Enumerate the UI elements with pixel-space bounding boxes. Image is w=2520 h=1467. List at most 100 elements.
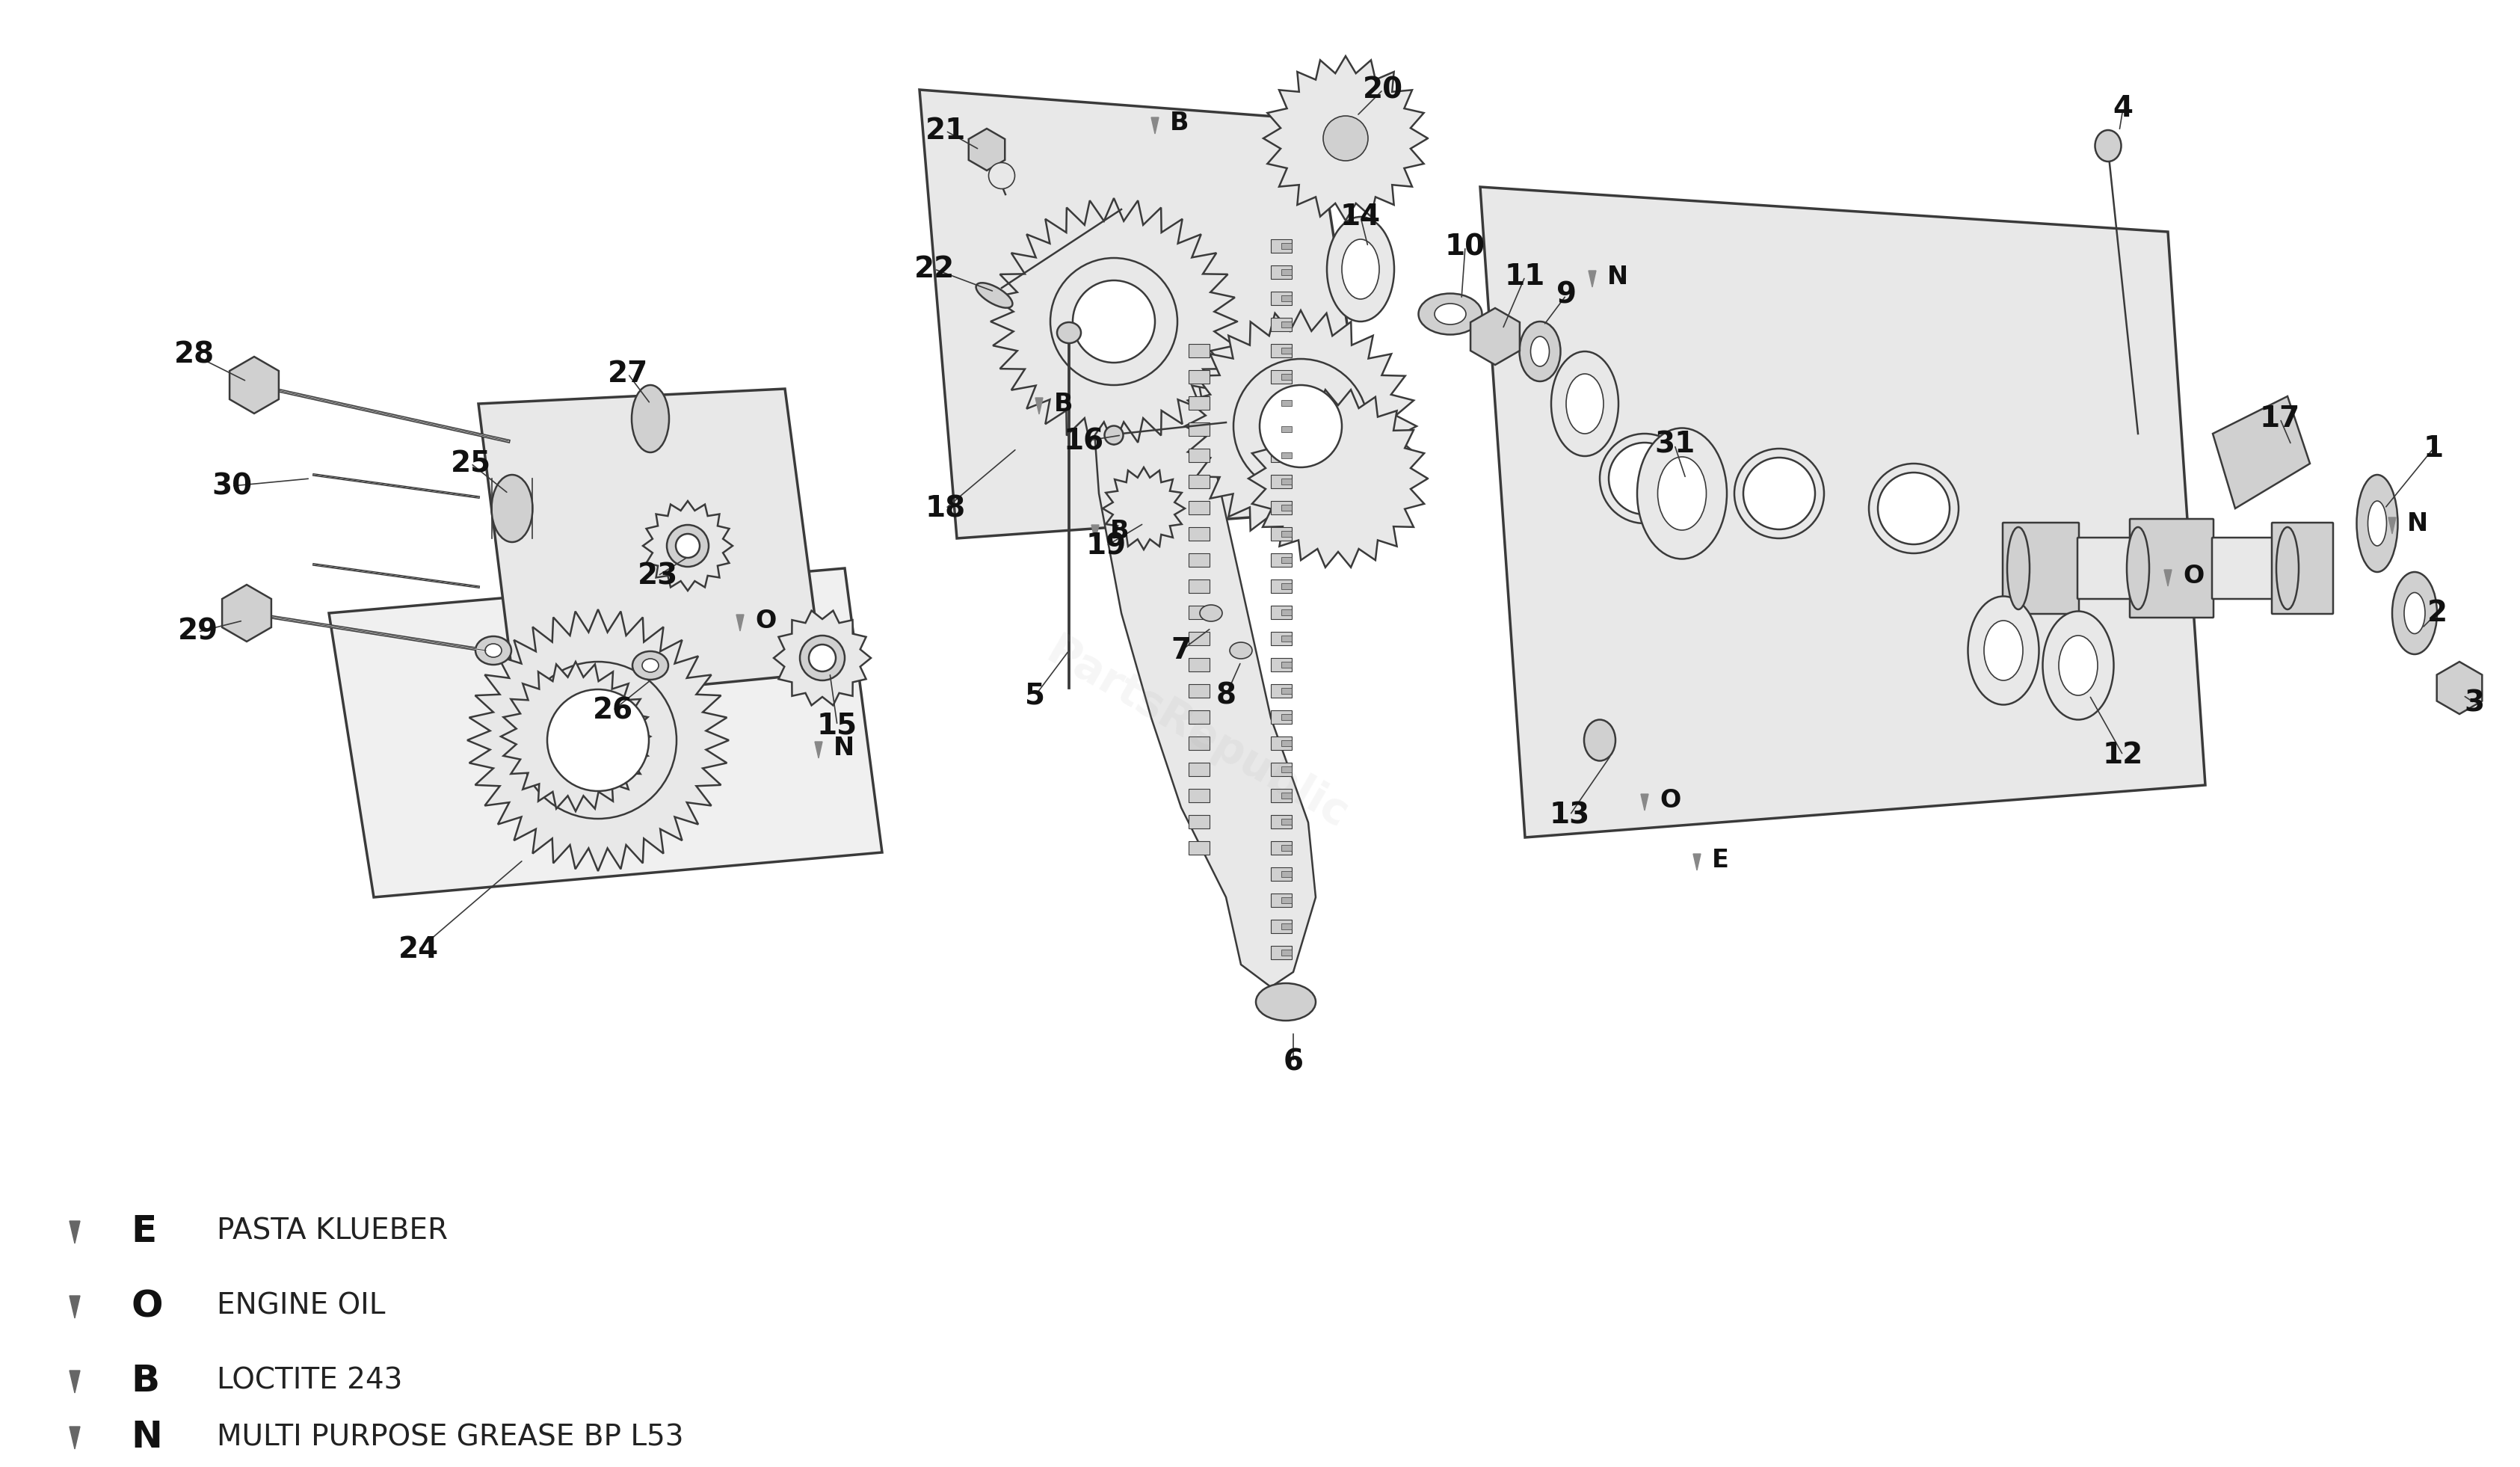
Text: 2: 2	[2427, 599, 2447, 628]
Text: B: B	[1169, 111, 1189, 136]
Bar	[1270, 789, 1293, 802]
Polygon shape	[1184, 311, 1416, 543]
Text: 9: 9	[1555, 282, 1575, 310]
Bar	[1280, 584, 1293, 590]
Text: N: N	[834, 735, 854, 760]
Bar	[1280, 923, 1293, 930]
Bar	[1270, 343, 1293, 358]
Text: 18: 18	[925, 494, 965, 522]
Bar	[1270, 841, 1293, 855]
Bar	[1270, 946, 1293, 959]
Ellipse shape	[1968, 596, 2039, 704]
Ellipse shape	[675, 534, 701, 557]
Text: 11: 11	[1504, 263, 1545, 290]
Ellipse shape	[519, 662, 675, 819]
Ellipse shape	[1419, 293, 1482, 334]
Bar	[1280, 452, 1293, 458]
Ellipse shape	[1565, 374, 1603, 434]
Text: 1: 1	[2424, 434, 2444, 462]
Bar	[1280, 766, 1293, 773]
Bar	[1280, 688, 1293, 694]
Ellipse shape	[1658, 456, 1706, 530]
Bar	[1280, 427, 1293, 433]
Bar	[1270, 292, 1293, 305]
Ellipse shape	[1434, 304, 1467, 324]
Ellipse shape	[1328, 217, 1394, 321]
Ellipse shape	[2356, 475, 2397, 572]
Polygon shape	[466, 609, 728, 871]
Text: O: O	[2182, 563, 2205, 588]
Ellipse shape	[2404, 593, 2424, 634]
FancyBboxPatch shape	[2273, 522, 2334, 613]
Bar	[1270, 579, 1293, 593]
Text: 13: 13	[1550, 801, 1590, 829]
Text: 31: 31	[1653, 431, 1696, 459]
Ellipse shape	[1255, 983, 1315, 1021]
Polygon shape	[1693, 854, 1701, 870]
Text: 22: 22	[915, 255, 955, 283]
Text: N: N	[131, 1419, 161, 1455]
Text: B: B	[1111, 518, 1129, 543]
Ellipse shape	[1104, 425, 1124, 445]
Bar	[1280, 949, 1293, 955]
Ellipse shape	[2127, 527, 2150, 609]
Polygon shape	[1091, 246, 1315, 987]
Text: 12: 12	[2102, 741, 2145, 769]
Text: PartsRepublic: PartsRepublic	[1038, 629, 1356, 838]
Text: O: O	[756, 609, 776, 632]
Ellipse shape	[1323, 116, 1368, 161]
Ellipse shape	[491, 475, 532, 543]
Text: O: O	[131, 1288, 164, 1325]
Text: 23: 23	[638, 562, 678, 590]
Polygon shape	[1479, 186, 2205, 838]
Bar	[1270, 449, 1293, 462]
Bar	[1270, 736, 1293, 750]
Text: 7: 7	[1172, 637, 1192, 665]
Bar	[1270, 684, 1293, 698]
FancyBboxPatch shape	[2129, 519, 2213, 618]
Text: 30: 30	[212, 472, 252, 500]
Text: 20: 20	[1363, 75, 1404, 104]
Text: 17: 17	[2260, 405, 2301, 433]
Ellipse shape	[2094, 131, 2122, 161]
Polygon shape	[1263, 56, 1429, 220]
Ellipse shape	[1585, 720, 1615, 761]
Text: 21: 21	[925, 117, 965, 145]
Ellipse shape	[1232, 359, 1368, 493]
Bar	[1270, 920, 1293, 933]
Bar	[1280, 741, 1293, 747]
Ellipse shape	[1552, 352, 1618, 456]
Text: PASTA KLUEBER: PASTA KLUEBER	[217, 1218, 449, 1245]
Ellipse shape	[1051, 258, 1177, 384]
Ellipse shape	[1530, 336, 1550, 367]
Bar	[1280, 478, 1293, 484]
Polygon shape	[330, 568, 882, 898]
Bar	[1270, 632, 1293, 645]
Polygon shape	[1152, 117, 1159, 133]
Bar	[1189, 475, 1210, 489]
Ellipse shape	[809, 644, 837, 672]
Text: 3: 3	[2465, 688, 2485, 717]
Text: N: N	[2407, 511, 2429, 535]
Ellipse shape	[1600, 434, 1688, 524]
Bar	[1280, 400, 1293, 406]
Text: B: B	[1053, 392, 1074, 417]
Polygon shape	[1641, 794, 1648, 810]
Text: E: E	[1711, 848, 1729, 873]
Polygon shape	[501, 662, 650, 811]
Ellipse shape	[1200, 604, 1222, 622]
Bar	[1270, 527, 1293, 541]
Bar	[1270, 475, 1293, 489]
Polygon shape	[71, 1370, 81, 1394]
Ellipse shape	[2059, 635, 2097, 695]
Ellipse shape	[1877, 472, 1950, 544]
Text: 14: 14	[1341, 202, 1381, 230]
Ellipse shape	[975, 283, 1013, 308]
Text: 24: 24	[398, 936, 438, 964]
Ellipse shape	[1056, 323, 1081, 343]
Text: 10: 10	[1444, 233, 1484, 261]
Bar	[1280, 531, 1293, 537]
Bar	[1189, 710, 1210, 723]
Ellipse shape	[1341, 239, 1378, 299]
Ellipse shape	[1983, 621, 2024, 681]
